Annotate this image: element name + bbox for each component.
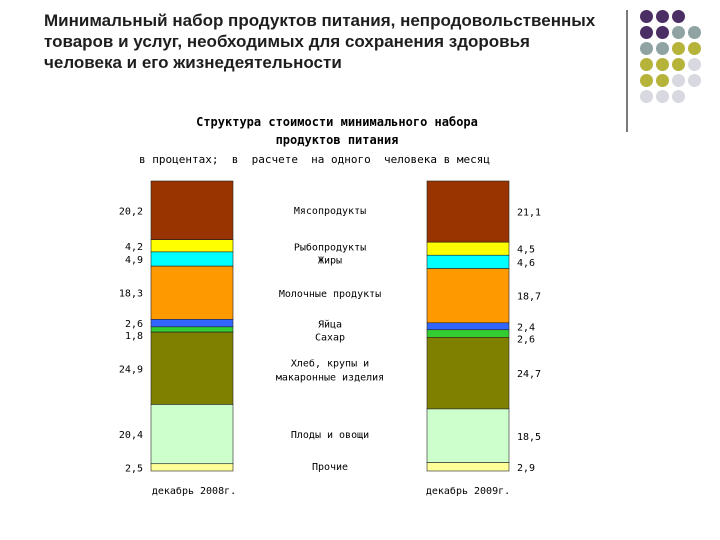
decorative-dot xyxy=(672,42,685,55)
bar-segment xyxy=(150,180,234,241)
data-label: 4,5 xyxy=(517,245,535,256)
category-label: декабрь 2009г. xyxy=(426,485,510,497)
bar-segment xyxy=(150,239,234,253)
decorative-dot xyxy=(688,74,701,87)
series-name-прочие: Прочие xyxy=(312,462,348,473)
series-name-жиры: Жиры xyxy=(318,256,342,267)
data-label: 24,9 xyxy=(119,364,143,375)
chart-title-line-2: продуктов питания xyxy=(276,133,399,147)
bar-segment xyxy=(426,268,510,324)
decorative-dot xyxy=(640,42,653,55)
bar-segment xyxy=(426,241,510,256)
series-name-молочные-продукты: Молочные продукты xyxy=(279,289,381,300)
data-label: 18,5 xyxy=(517,432,541,443)
decorative-dot xyxy=(656,74,669,87)
bar-segment xyxy=(150,404,234,465)
decorative-dot xyxy=(640,74,653,87)
decorative-dot xyxy=(672,58,685,71)
data-label: 1,8 xyxy=(125,331,143,342)
bar-segment xyxy=(150,265,234,320)
data-label: 18,3 xyxy=(119,289,143,300)
slide-title: Минимальный набор продуктов питания, неп… xyxy=(44,11,596,72)
series-name-рыбопродукты: Рыбопродукты xyxy=(294,241,366,253)
chart-subtitle: в процентах; в расчете на одного человек… xyxy=(139,153,490,166)
data-label: 20,4 xyxy=(119,430,143,441)
bar-segment xyxy=(150,251,234,267)
bar-segment xyxy=(426,462,510,472)
bar-segment xyxy=(426,329,510,338)
decorative-dot xyxy=(688,58,701,71)
vertical-divider xyxy=(626,10,628,132)
decorative-dot xyxy=(640,58,653,71)
data-label: 4,9 xyxy=(125,255,143,266)
decorative-dot xyxy=(688,42,701,55)
decorative-dot xyxy=(688,26,701,39)
data-label: 2,6 xyxy=(517,334,535,345)
category-label: декабрь 2008г. xyxy=(152,485,236,497)
data-label: 2,9 xyxy=(517,463,535,474)
bar-segment xyxy=(150,331,234,405)
data-label: 21,1 xyxy=(517,208,541,219)
decorative-dot xyxy=(656,42,669,55)
bar-segment xyxy=(426,408,510,463)
bar-segment xyxy=(150,463,234,472)
bar-segment xyxy=(426,337,510,410)
decorative-dot xyxy=(656,58,669,71)
bar-segment xyxy=(150,326,234,333)
series-name-сахар: Сахар xyxy=(315,333,345,344)
series-name-хлеб-крупы-и-макаронные-изделия: Хлеб, крупы и xyxy=(291,358,369,370)
data-label: 24,7 xyxy=(517,369,541,380)
bar-segment xyxy=(150,319,234,328)
decorative-dot xyxy=(672,74,685,87)
series-name-хлеб-крупы-и-макаронные-изделия: макаронные изделия xyxy=(276,373,384,384)
data-label: 2,5 xyxy=(125,463,143,474)
decorative-dot xyxy=(656,10,669,23)
data-label: 4,6 xyxy=(517,258,535,269)
data-label: 2,4 xyxy=(517,322,535,333)
data-label: 20,2 xyxy=(119,206,143,217)
series-name-яйца: Яйца xyxy=(318,319,342,331)
chart-title-line-1: Структура стоимости минимального набора xyxy=(196,115,478,129)
decorative-dot xyxy=(640,90,653,103)
decorative-dot xyxy=(672,26,685,39)
data-label: 2,6 xyxy=(125,319,143,330)
decorative-dot xyxy=(672,10,685,23)
data-label: 18,7 xyxy=(517,292,541,303)
data-label: 4,2 xyxy=(125,242,143,253)
decorative-dot xyxy=(640,26,653,39)
decorative-dot xyxy=(640,10,653,23)
bar-segment xyxy=(426,180,510,243)
decorative-dot xyxy=(656,26,669,39)
decorative-dot xyxy=(672,90,685,103)
series-name-плоды-и-овощи: Плоды и овощи xyxy=(291,430,369,441)
series-name-мясопродукты: Мясопродукты xyxy=(294,206,366,217)
decorative-dot xyxy=(656,90,669,103)
bar-segment xyxy=(426,322,510,331)
bar-segment xyxy=(426,254,510,269)
